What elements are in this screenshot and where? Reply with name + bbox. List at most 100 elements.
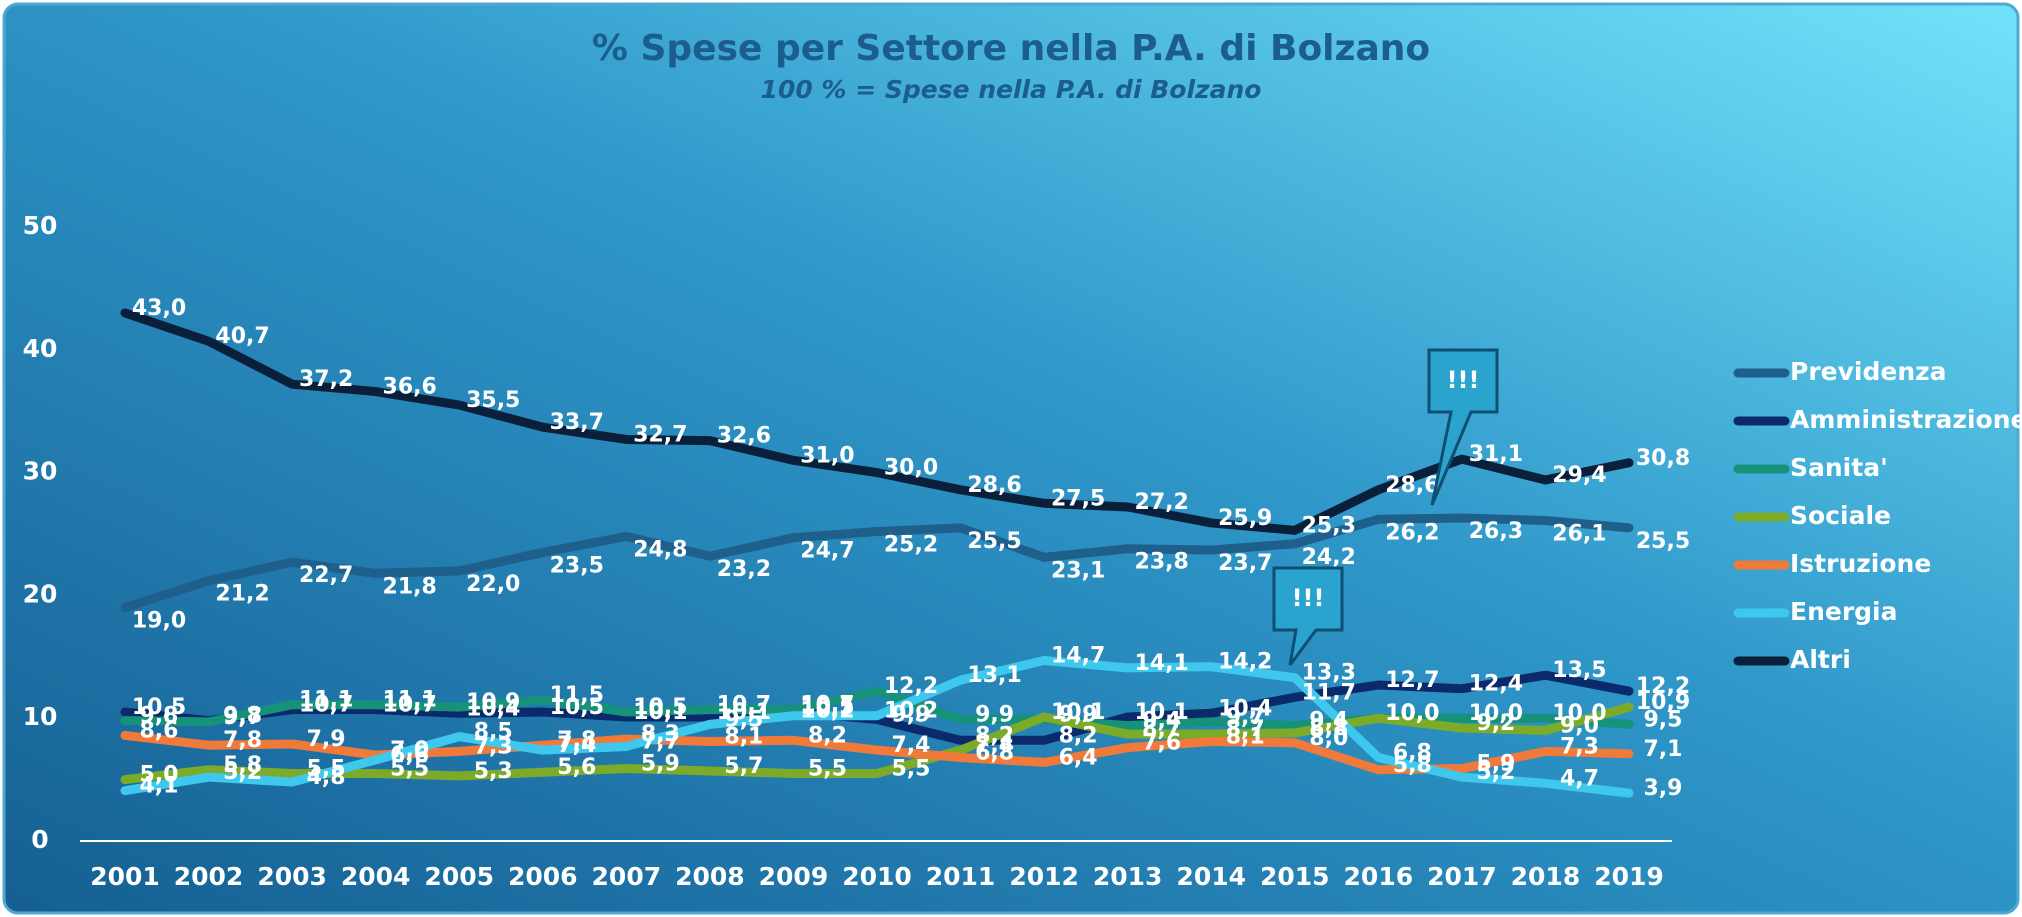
data-label: 11,1 [299,688,353,713]
data-label: 11,7 [1302,680,1356,705]
data-label: 9,7 [223,705,262,730]
data-label: 10,5 [132,695,186,720]
data-label: 7,6 [1142,731,1181,756]
data-label: 24,7 [800,539,854,564]
series-line [120,308,1634,535]
data-label: 10,7 [800,693,854,718]
y-tick-label: 0 [31,825,48,854]
data-label: 9,9 [892,702,931,727]
data-label: 23,5 [550,553,604,578]
data-label: 32,6 [717,424,771,449]
data-label: 8,6 [140,718,179,743]
x-tick-label: 2001 [90,862,160,891]
data-label: 10,9 [1636,690,1690,715]
data-label: 19,0 [132,609,186,634]
data-label: 5,8 [1393,753,1432,778]
data-label: 21,8 [383,574,437,599]
callout [1272,566,1344,666]
x-tick-label: 2012 [1009,862,1079,891]
data-label: 4,8 [307,765,346,790]
data-label: 14,2 [1218,650,1272,675]
data-label: 25,5 [967,529,1021,554]
data-label: 9,0 [1560,713,1599,738]
data-label: 10,2 [800,699,854,724]
data-label: 26,1 [1552,521,1606,546]
data-label: 37,2 [299,367,353,392]
x-tick-label: 2002 [174,862,244,891]
data-label: 10,0 [1552,701,1606,726]
data-label: 3,9 [1644,776,1683,801]
legend-label: Istruzione [1790,549,1931,578]
legend-label: Sanita' [1790,453,1888,482]
data-label: 10,2 [884,699,938,724]
data-label: 10,1 [633,700,687,725]
data-label: 31,0 [800,443,854,468]
data-label: 30,0 [884,456,938,481]
data-label: 35,5 [466,388,520,413]
data-label: 8,0 [1309,726,1348,751]
data-label: 9,4 [1142,709,1181,734]
y-tick-label: 50 [23,211,58,240]
data-label: 23,2 [717,557,771,582]
data-label: 10,9 [466,690,520,715]
y-tick-label: 10 [23,702,58,731]
data-label: 5,8 [223,753,262,778]
data-label: 40,7 [215,324,269,349]
data-label: 7,9 [307,727,346,752]
data-label: 6,8 [1393,740,1432,765]
data-label: 21,2 [215,582,269,607]
y-tick-label: 40 [23,334,58,363]
data-label: 28,6 [967,473,1021,498]
x-tick-label: 2011 [926,862,996,891]
x-tick-label: 2007 [592,862,662,891]
legend-label: Previdenza [1790,357,1947,386]
data-label: 12,7 [1385,668,1439,693]
data-label: 10,1 [1051,700,1105,725]
data-label: 12,2 [884,674,938,699]
data-label: 7,1 [1644,737,1683,762]
data-label: 10,0 [1385,701,1439,726]
data-label: 28,6 [1385,473,1439,498]
x-tick-label: 2006 [508,862,578,891]
data-label: 8,7 [1142,717,1181,742]
data-label: 4,7 [1560,766,1599,791]
x-tick-label: 2010 [842,862,912,891]
series-line [120,513,1634,613]
data-label: 14,7 [1051,643,1105,668]
chart-title: % Spese per Settore nella P.A. di Bolzan… [592,28,1430,69]
data-label: 7,4 [557,733,596,758]
data-label: 9,5 [724,707,763,732]
data-label: 10,5 [800,695,854,720]
x-tick-label: 2005 [424,862,494,891]
data-label: 5,0 [140,763,179,788]
series-line [120,730,1634,775]
data-label: 23,7 [1218,551,1272,576]
data-label: 6,8 [975,740,1014,765]
data-label: 27,5 [1051,486,1105,511]
data-label: 12,4 [1469,672,1523,697]
series-line [120,655,1634,798]
data-label: 9,9 [1059,702,1098,727]
data-label: 8,2 [1059,723,1098,748]
y-tick-label: 30 [23,457,58,486]
data-label: 26,2 [1385,520,1439,545]
data-label: 13,5 [1552,658,1606,683]
data-label: 13,3 [1302,661,1356,686]
data-label: 10,1 [1135,700,1189,725]
data-label: 9,7 [1226,705,1265,730]
data-label: 4,1 [140,774,179,799]
x-tick-label: 2015 [1260,862,1330,891]
x-tick-label: 2014 [1176,862,1246,891]
data-label: 9,8 [140,704,179,729]
data-label: 22,0 [466,572,520,597]
data-label: 7,3 [474,734,513,759]
data-label: 10,4 [466,696,520,721]
legend-label: Energia [1790,597,1898,626]
data-label: 5,5 [307,756,346,781]
data-label: 36,6 [383,375,437,400]
x-tick-label: 2017 [1427,862,1497,891]
data-label: 8,8 [1309,716,1348,741]
